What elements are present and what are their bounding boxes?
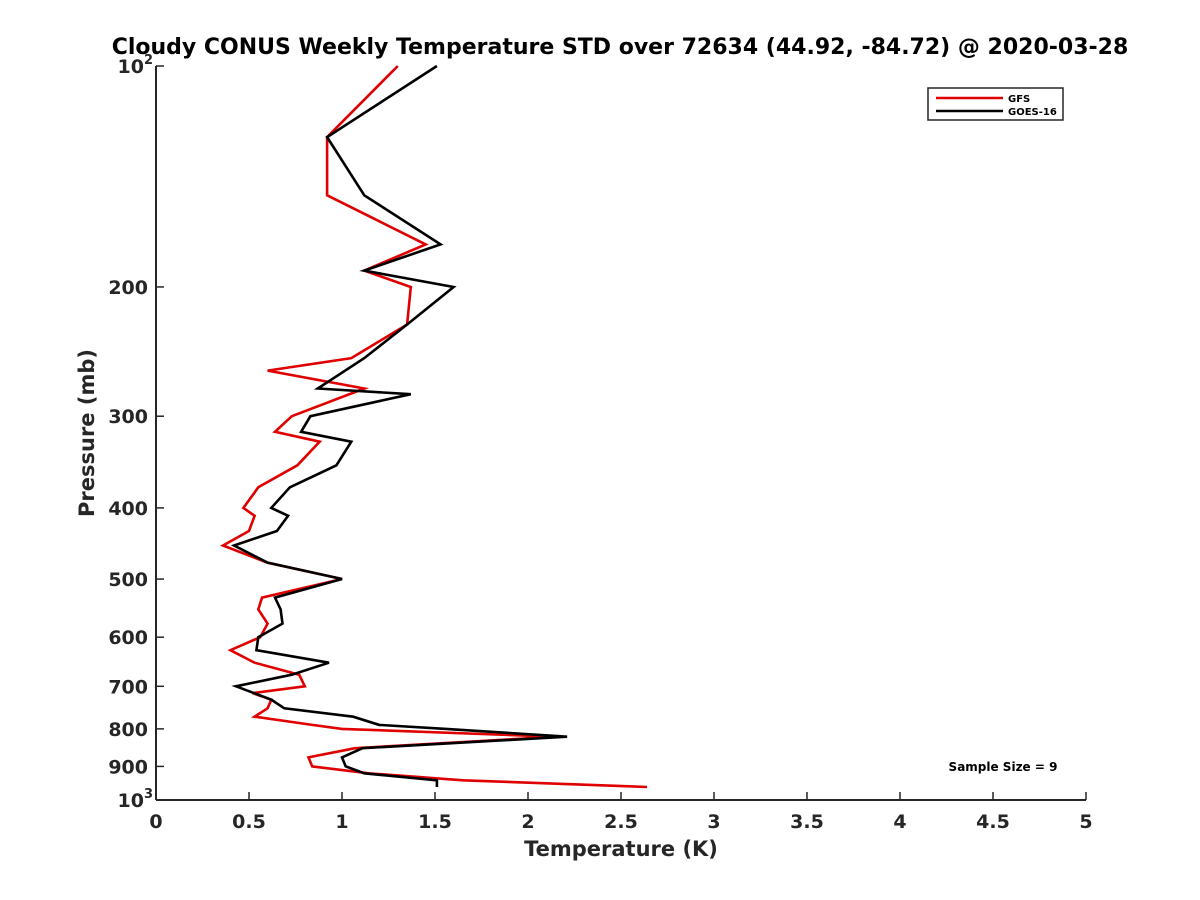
plot-lines [219, 64, 648, 789]
x-tick-label: 4 [893, 811, 906, 833]
y-tick-label: 800 [108, 719, 148, 741]
x-tick-label: 1.5 [418, 811, 452, 833]
series-line-gfs [219, 65, 648, 789]
x-tick-label: 3.5 [790, 811, 824, 833]
x-axis-label: Temperature (K) [524, 837, 718, 861]
x-tick-label: 1 [335, 811, 348, 833]
x-tick-label: 5 [1079, 811, 1092, 833]
y-tick-label: 700 [108, 676, 148, 698]
legend-box [927, 87, 1064, 121]
legend-label-goes16: GOES-16 [1008, 107, 1057, 118]
y-tick-label: 300 [108, 406, 148, 428]
y-tick-exponent: 2 [144, 53, 153, 68]
x-ticks: 0 0.5 1 1.5 2 2.5 3 3.5 4 4.5 5 [149, 792, 1093, 833]
x-tick-label: 3 [707, 811, 720, 833]
legend: GFS GOES-16 [927, 87, 1064, 121]
x-tick-label: 0.5 [232, 811, 266, 833]
y-tick-exponent: 3 [144, 787, 153, 802]
y-tick-label: 10 [118, 56, 144, 78]
legend-label-gfs: GFS [1008, 94, 1030, 105]
x-tick-label: 0 [149, 811, 162, 833]
y-tick-label: 500 [108, 569, 148, 591]
y-tick-label: 600 [108, 627, 148, 649]
y-tick-label: 200 [108, 277, 148, 299]
y-tick-label: 900 [108, 756, 148, 778]
sample-size-annotation: Sample Size = 9 [949, 760, 1058, 774]
series-line-goes16 [230, 64, 568, 787]
axes [155, 66, 1086, 801]
y-tick-label: 10 [118, 790, 144, 812]
y-axis-label: Pressure (mb) [75, 349, 99, 517]
y-tick-label: 400 [108, 498, 148, 520]
x-tick-label: 4.5 [976, 811, 1010, 833]
x-tick-label: 2 [521, 811, 534, 833]
x-tick-label: 2.5 [604, 811, 638, 833]
chart-title: Cloudy CONUS Weekly Temperature STD over… [112, 35, 1129, 60]
